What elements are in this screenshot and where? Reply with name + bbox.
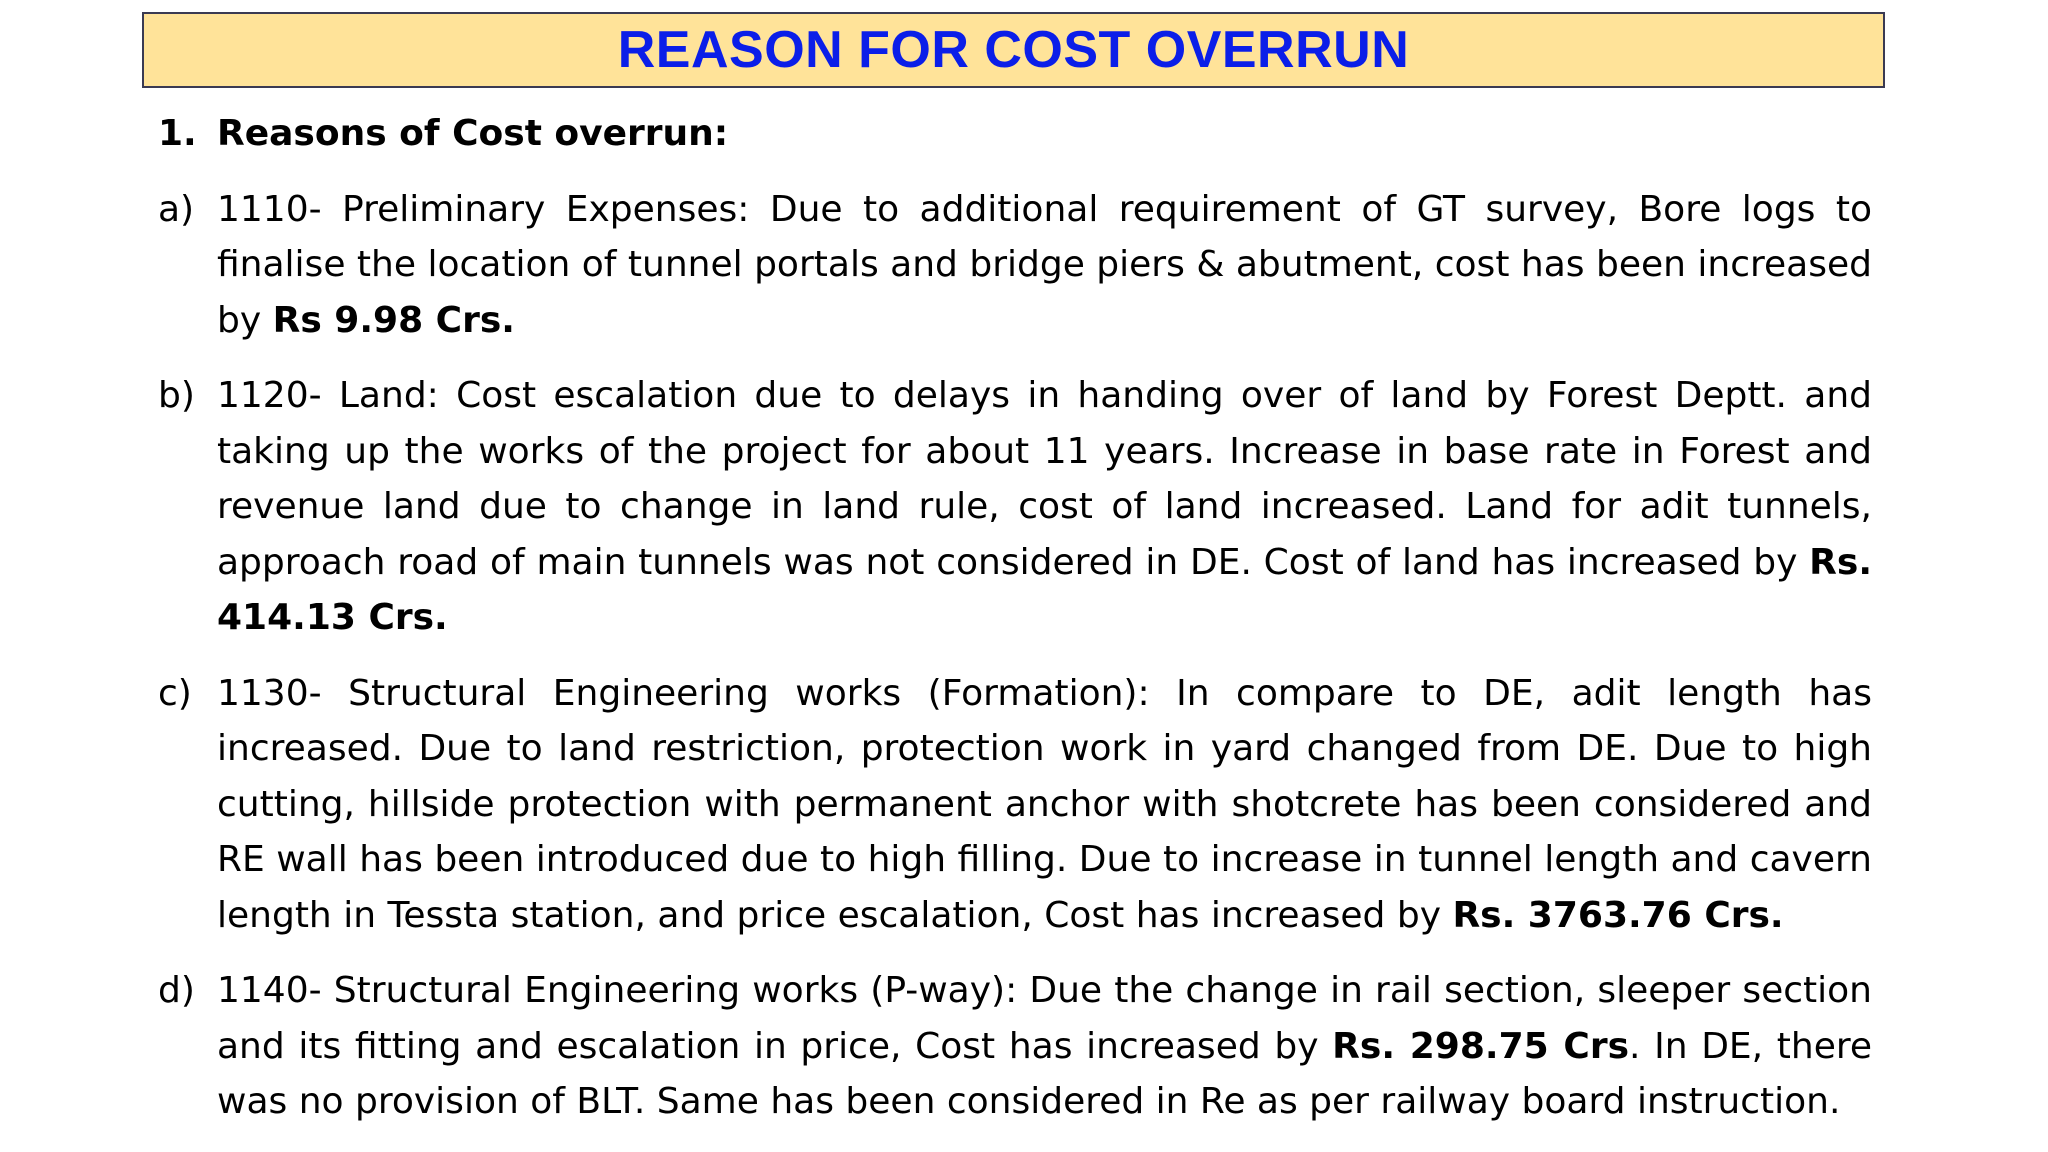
section-heading: 1. Reasons of Cost overrun: [158, 106, 1872, 162]
list-item-b: b) 1120- Land: Cost escalation due to de… [158, 368, 1872, 646]
page-title: REASON FOR COST OVERRUN [617, 21, 1410, 79]
list-item-d: d) 1140- Structural Engineering works (P… [158, 963, 1872, 1130]
section-number: 1. [158, 113, 197, 154]
item-description: 1140- Structural Engineering works (P-wa… [217, 970, 1872, 1067]
list-item-c: c) 1130- Structural Engineering works (F… [158, 666, 1872, 944]
cost-amount: Rs 9.98 Crs. [272, 299, 515, 341]
item-description: 1130- Structural Engineering works (Form… [217, 672, 1872, 936]
title-banner: REASON FOR COST OVERRUN [142, 12, 1885, 88]
list-marker: a) [158, 188, 195, 230]
item-description: 1120- Land: Cost escalation due to delay… [217, 375, 1872, 583]
cost-amount: Rs. 3763.76 Crs. [1452, 894, 1784, 936]
list-item-a: a) 1110- Preliminary Expenses: Due to ad… [158, 182, 1872, 349]
content-area: 1. Reasons of Cost overrun: a) 1110- Pre… [158, 106, 1872, 1150]
item-description-tail: . In DE, there was no provision of BLT. … [217, 1025, 1873, 1123]
list-item-text: 1140- Structural Engineering works (P-wa… [217, 963, 1872, 1130]
list-marker: d) [158, 970, 195, 1011]
section-heading-text: Reasons of Cost overrun: [217, 113, 729, 154]
cost-amount: Rs. 298.75 Crs [1332, 1025, 1630, 1067]
cost-amount: Rs. 414.13 Crs. [217, 541, 1872, 639]
list-item-text: 1120- Land: Cost escalation due to delay… [217, 368, 1872, 646]
list-marker: c) [158, 672, 192, 714]
list-item-text: 1110- Preliminary Expenses: Due to addit… [217, 182, 1872, 349]
list-marker: b) [158, 375, 195, 416]
item-description: 1110- Preliminary Expenses: Due to addit… [217, 188, 1872, 341]
list-item-text: 1130- Structural Engineering works (Form… [217, 666, 1872, 944]
